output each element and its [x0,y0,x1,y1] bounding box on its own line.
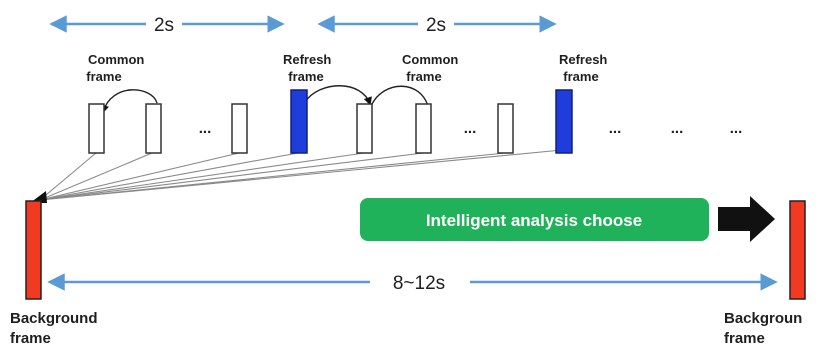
analysis-box-label: Intelligent analysis choose [426,211,642,230]
refresh-frame-label-1: Refresh frame [283,52,335,84]
common-frame-6 [497,103,514,154]
background-frame-left [25,200,42,300]
refresh-frame-1 [290,89,308,154]
curve-arrow-refresh-1 [304,85,372,106]
ellipsis-1: ... [199,120,212,137]
ellipsis-4: ... [671,120,684,137]
ellipsis-3: ... [609,120,622,137]
curve-arrow-common-1 [100,89,158,114]
interval-label-top-right: 2s [426,15,446,36]
common-frame-1 [88,103,105,154]
common-frame-2 [145,103,162,154]
ellipsis-5: ... [730,120,743,137]
background-frame-right [789,200,806,300]
ellipsis-2: ... [464,120,477,137]
analysis-box [360,198,709,241]
common-frame-5 [415,103,432,154]
reference-lines [39,149,563,201]
refresh-frame-2 [555,89,573,154]
reference-arrowhead [30,191,47,203]
common-frame-3 [231,103,248,154]
background-frame-left-label: Background frame [10,310,102,347]
interval-label-top-left: 2s [154,15,174,36]
background-frame-right-label: Backgroun frame [724,310,807,347]
interval-label-bottom: 8~12s [393,273,445,294]
common-frame-4 [356,103,373,154]
common-frame-label-2: Common frame [402,52,462,84]
common-frame-label-1: Common frame [86,52,148,84]
curve-arrow-refresh-2 [371,85,429,107]
refresh-frame-label-2: Refresh frame [559,52,611,84]
big-arrow-icon [718,196,775,242]
